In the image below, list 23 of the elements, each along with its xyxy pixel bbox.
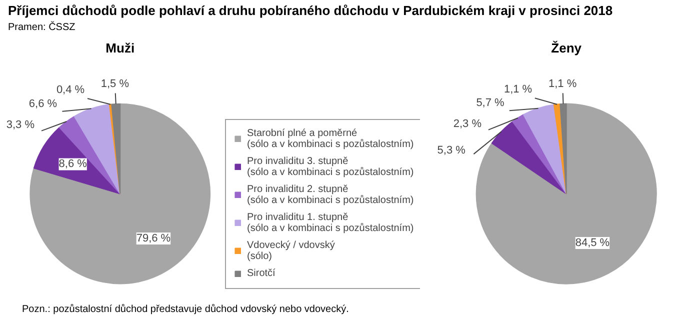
legend-label: Pro invaliditu 2. stupně (sólo a v kombinaci s pozůstalostním) — [247, 184, 414, 206]
text: Pramen: ČSSZ — [8, 20, 76, 35]
data-label: 1,1 % — [548, 78, 577, 90]
chart-title: Muži — [106, 40, 135, 56]
legend-label: Pro invaliditu 3. stupně (sólo a v kombinaci s pozůstalostním) — [247, 156, 414, 178]
legend-label: Vdovecký / vdovský (sólo) — [247, 240, 335, 262]
text: Příjemci důchodů podle pohlaví a druhu pobíraného důchodu v Pardubickém kraji v prosinci 2018 — [8, 2, 613, 20]
legend-label: Starobní plné a poměrné (sólo a v kombinaci s pozůstalostním) — [247, 128, 414, 150]
data-label: 6,6 % — [28, 98, 58, 110]
text: Pozn.: pozůstalostní důchod představuje důchod vdovský nebo vdovecký. — [22, 302, 349, 317]
data-label: 5,3 % — [437, 144, 466, 156]
data-label: 1,1 % — [504, 83, 532, 96]
data-label: 5,7 % — [476, 97, 505, 110]
data-label: 3,3 % — [6, 119, 35, 132]
legend-label: Pro invaliditu 1. stupně (sólo a v kombinaci s pozůstalostním) — [247, 212, 414, 234]
data-label: 2,3 % — [453, 118, 482, 130]
data-label: 79,6 % — [136, 232, 171, 244]
chart-title: Ženy — [551, 40, 582, 56]
data-label: 1,5 % — [100, 78, 130, 90]
data-label: 8,6 % — [58, 158, 88, 170]
data-label: 84,5 % — [575, 236, 610, 249]
data-label: 0,4 % — [56, 84, 85, 96]
legend-label: Sirotčí — [247, 268, 276, 280]
